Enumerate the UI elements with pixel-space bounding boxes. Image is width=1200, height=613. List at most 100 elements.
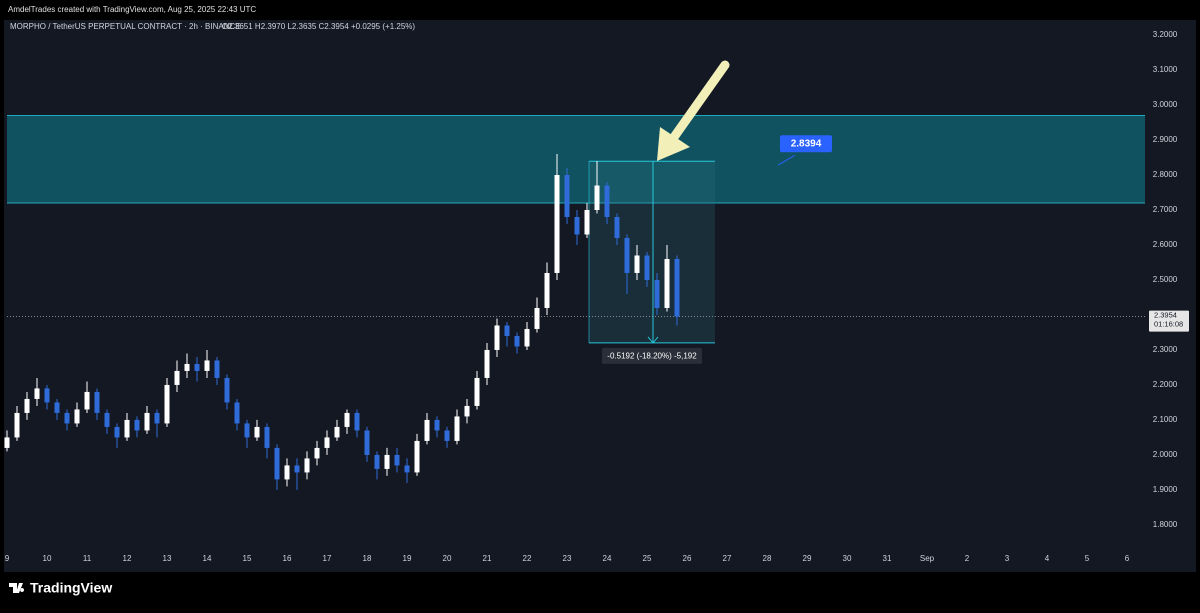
candle-body	[54, 402, 60, 413]
x-tick-label: 23	[563, 554, 572, 563]
y-tick-label: 3.1000	[1153, 65, 1178, 74]
candle-body	[484, 349, 490, 378]
x-tick-label: 3	[1005, 554, 1010, 563]
candle-body	[264, 426, 270, 448]
supply-zone	[7, 115, 1145, 203]
measure-label-box	[602, 347, 702, 364]
candle-body	[84, 391, 90, 410]
candle-body	[584, 209, 590, 235]
y-tick-label: 2.0000	[1153, 450, 1178, 459]
y-tick-label: 1.9000	[1153, 485, 1178, 494]
candle-body	[284, 465, 290, 480]
y-tick-label: 2.2000	[1153, 380, 1178, 389]
x-tick-label: 21	[483, 554, 492, 563]
candle-body	[224, 377, 230, 403]
candle-body	[174, 370, 180, 385]
candle-body	[354, 412, 360, 431]
y-tick-label: 2.1000	[1153, 415, 1178, 424]
x-tick-label: 19	[403, 554, 412, 563]
x-tick-label: 9	[5, 554, 10, 563]
candle-body	[314, 447, 320, 459]
candle-body	[274, 447, 280, 480]
candle-body	[94, 391, 100, 413]
candle-body	[384, 454, 390, 469]
candle-body	[464, 405, 470, 417]
last-price-box	[1149, 310, 1189, 332]
x-tick-label: 24	[603, 554, 612, 563]
callout-box	[780, 135, 832, 153]
candle-body	[674, 258, 680, 317]
candle-body	[444, 430, 450, 441]
candle-body	[74, 409, 80, 424]
candle-body	[564, 175, 570, 217]
candle-body	[414, 440, 420, 473]
callout-pointer	[777, 154, 796, 166]
candle-body	[214, 360, 220, 378]
candle-body	[594, 185, 600, 210]
x-tick-label: 15	[243, 554, 252, 563]
candle-body	[374, 454, 380, 469]
candle-body	[14, 412, 20, 438]
annotation-arrow-shaft	[667, 60, 730, 145]
ohlc-legend: O2.3651 H2.3970 L2.3635 C2.3954 +0.0295 …	[222, 22, 415, 31]
candle-body	[624, 237, 630, 273]
symbol-title: MORPHO / TetherUS PERPETUAL CONTRACT · 2…	[10, 22, 241, 31]
measure-arrow-head	[647, 336, 659, 344]
x-tick-label: 18	[363, 554, 372, 563]
candle-body	[494, 325, 500, 350]
logo-icon	[9, 583, 25, 593]
candle-body	[244, 423, 250, 438]
y-tick-label: 3.0000	[1153, 100, 1178, 109]
candle-body	[204, 360, 210, 371]
candle-body	[304, 458, 310, 473]
candle-body	[654, 279, 660, 308]
x-tick-label: 16	[283, 554, 292, 563]
candle-body	[34, 388, 40, 399]
plot-background	[4, 20, 1196, 572]
candle-body	[604, 185, 610, 217]
candle-body	[434, 419, 440, 431]
candle-body	[124, 419, 130, 438]
y-tick-label: 2.3000	[1153, 345, 1178, 354]
candle-body	[134, 419, 140, 431]
candle-body	[234, 402, 240, 424]
x-tick-label: Sep	[920, 554, 935, 563]
candle-body	[364, 430, 370, 455]
x-tick-label: 26	[683, 554, 692, 563]
candle-body	[44, 388, 50, 403]
candle-body	[104, 412, 110, 427]
candle-body	[534, 307, 540, 329]
y-tick-label: 2.5000	[1153, 275, 1178, 284]
measure-box	[589, 161, 715, 343]
measure-label: -0.5192 (-18.20%) -5,192	[607, 351, 697, 360]
candle-body	[394, 454, 400, 466]
candle-body	[574, 216, 580, 235]
x-tick-label: 11	[83, 554, 92, 563]
x-tick-label: 14	[203, 554, 212, 563]
x-tick-label: 13	[163, 554, 172, 563]
candle-body	[424, 419, 430, 441]
x-tick-label: 22	[523, 554, 532, 563]
x-tick-label: 30	[843, 554, 852, 563]
y-tick-label: 1.8000	[1153, 520, 1178, 529]
countdown: 01:16:08	[1154, 320, 1183, 329]
candle-body	[514, 335, 520, 347]
x-tick-label: 29	[803, 554, 812, 563]
callout-label: 2.8394	[791, 138, 822, 149]
candle-body	[24, 398, 30, 413]
x-tick-label: 27	[723, 554, 732, 563]
candle-body	[194, 363, 200, 371]
candle-body	[454, 416, 460, 441]
brand: TradingView	[30, 580, 112, 596]
candle-body	[634, 255, 640, 273]
annotation-arrow-head	[657, 127, 690, 161]
y-tick-label: 2.7000	[1153, 205, 1178, 214]
candle-body	[164, 384, 170, 424]
y-tick-label: 3.2000	[1153, 30, 1178, 39]
y-tick-label: 2.8000	[1153, 170, 1178, 179]
candle-body	[474, 377, 480, 406]
x-tick-label: 2	[965, 554, 970, 563]
x-tick-label: 12	[123, 554, 132, 563]
last-price-label: 2.3954	[1154, 311, 1177, 320]
